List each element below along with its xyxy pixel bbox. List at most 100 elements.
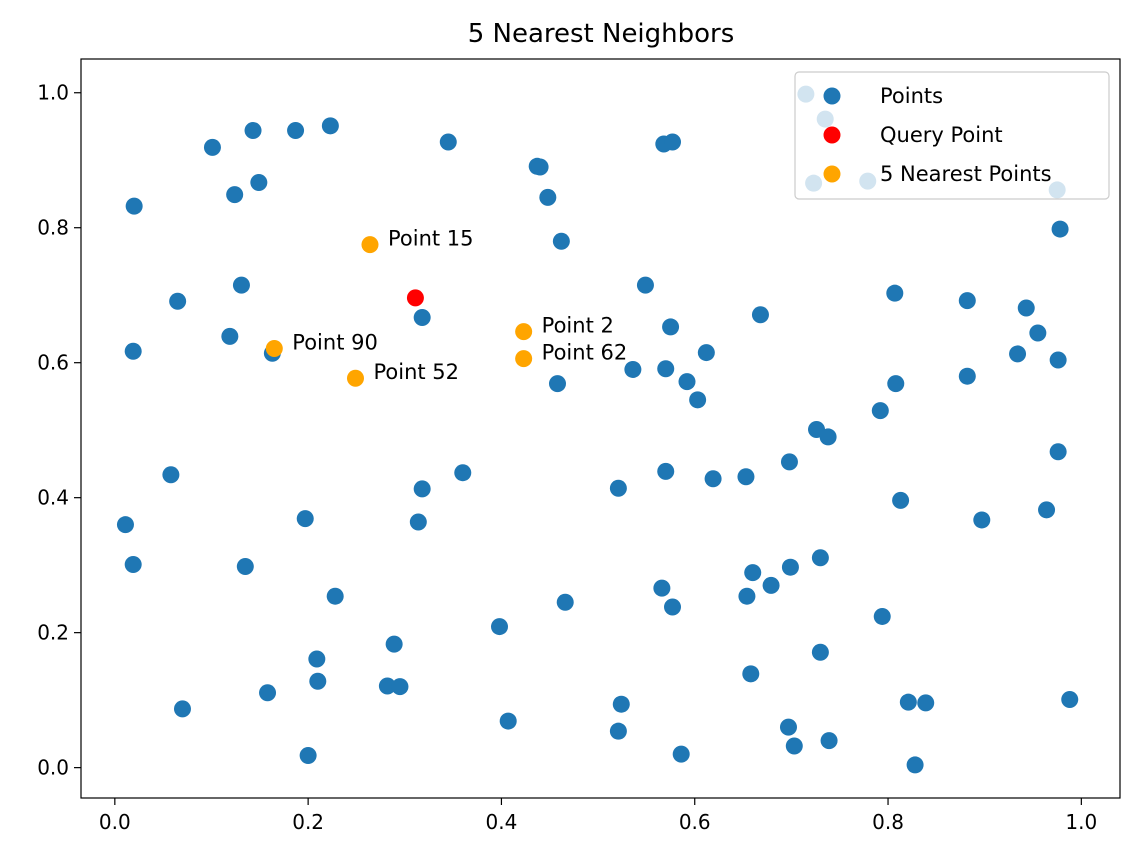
point-marker	[958, 292, 976, 310]
point-marker	[873, 607, 891, 625]
y-tick-label: 0.0	[37, 756, 69, 780]
point-marker	[887, 375, 905, 393]
point-marker	[958, 367, 976, 385]
point-marker	[1049, 351, 1067, 369]
point-marker	[892, 491, 910, 509]
point-marker	[612, 695, 630, 713]
y-tick-label: 0.8	[37, 216, 69, 240]
nearest-point-marker	[265, 340, 283, 358]
point-marker	[250, 174, 268, 192]
point-marker	[259, 684, 277, 702]
point-marker	[169, 292, 187, 310]
point-annotation: Point 62	[542, 341, 628, 365]
point-marker	[378, 677, 396, 695]
y-tick-label: 1.0	[37, 81, 69, 105]
point-marker	[1029, 324, 1047, 342]
point-marker	[309, 672, 327, 690]
legend-label: 5 Nearest Points	[880, 162, 1052, 186]
point-marker	[819, 428, 837, 446]
point-marker	[1049, 443, 1067, 461]
point-marker	[664, 133, 682, 151]
series-points	[116, 85, 1079, 774]
point-marker	[762, 576, 780, 594]
point-marker	[906, 756, 924, 774]
point-marker	[973, 511, 991, 529]
y-tick-label: 0.4	[37, 486, 69, 510]
point-marker	[697, 344, 715, 362]
point-marker	[548, 375, 566, 393]
point-marker	[413, 480, 431, 498]
series-nearest-points	[265, 236, 533, 387]
point-marker	[742, 665, 760, 683]
legend-label: Query Point	[880, 123, 1003, 147]
point-marker	[751, 306, 769, 324]
point-marker	[1038, 501, 1056, 519]
point-marker	[221, 327, 239, 345]
point-marker	[672, 745, 690, 763]
x-tick-label: 0.6	[679, 810, 711, 834]
point-marker	[321, 117, 339, 135]
point-annotation: Point 2	[542, 314, 614, 338]
point-marker	[664, 598, 682, 616]
point-marker	[811, 549, 829, 567]
point-marker	[490, 618, 508, 636]
nearest-point-marker	[515, 323, 533, 341]
legend-label: Points	[880, 84, 943, 108]
point-marker	[299, 746, 317, 764]
point-marker	[308, 650, 326, 668]
point-marker	[917, 694, 935, 712]
point-marker	[662, 318, 680, 336]
point-marker	[811, 643, 829, 661]
point-marker	[609, 722, 627, 740]
point-annotations: Point 15 Point 90 Point 52 Point 2 Point 62	[292, 227, 627, 385]
series-query-point	[406, 289, 424, 307]
point-marker	[552, 232, 570, 250]
point-marker	[820, 732, 838, 750]
point-marker	[744, 564, 762, 582]
point-marker	[454, 464, 472, 482]
x-tick-label: 0.8	[872, 810, 904, 834]
point-annotation: Point 90	[292, 331, 378, 355]
point-marker	[781, 558, 799, 576]
point-marker	[391, 678, 409, 696]
point-marker	[539, 188, 557, 206]
point-marker	[203, 138, 221, 156]
point-marker	[689, 391, 707, 409]
point-marker	[636, 276, 654, 294]
point-marker	[162, 466, 180, 484]
point-marker	[116, 516, 134, 534]
point-marker	[657, 360, 675, 378]
point-marker	[704, 470, 722, 488]
x-axis-ticks: 0.0 0.2 0.4 0.6 0.8 1.0	[99, 798, 1097, 834]
x-tick-label: 0.2	[292, 810, 324, 834]
y-axis-ticks: 0.0 0.2 0.4 0.6 0.8 1.0	[37, 81, 81, 780]
point-marker	[737, 468, 755, 486]
x-tick-label: 0.4	[486, 810, 518, 834]
point-marker	[326, 587, 344, 605]
x-tick-label: 0.0	[99, 810, 131, 834]
point-marker	[779, 718, 797, 736]
point-marker	[785, 737, 803, 755]
point-marker	[653, 579, 671, 597]
nearest-point-marker	[515, 350, 533, 368]
point-marker	[1009, 345, 1027, 363]
point-marker	[556, 593, 574, 611]
point-marker	[499, 712, 517, 730]
point-marker	[899, 693, 917, 711]
point-marker	[409, 513, 427, 531]
point-marker	[413, 308, 431, 326]
point-marker	[624, 360, 642, 378]
point-annotation: Point 15	[388, 227, 474, 251]
legend-box	[794, 71, 1110, 200]
point-marker	[385, 635, 403, 653]
chart-title: 5 Nearest Neighbors	[468, 19, 735, 49]
point-marker	[1051, 220, 1069, 238]
point-marker	[609, 479, 627, 497]
point-marker	[296, 510, 314, 528]
point-marker	[886, 284, 904, 302]
point-marker	[738, 587, 756, 605]
point-marker	[1061, 690, 1079, 708]
point-marker	[287, 122, 305, 140]
query-point-marker	[406, 289, 424, 307]
